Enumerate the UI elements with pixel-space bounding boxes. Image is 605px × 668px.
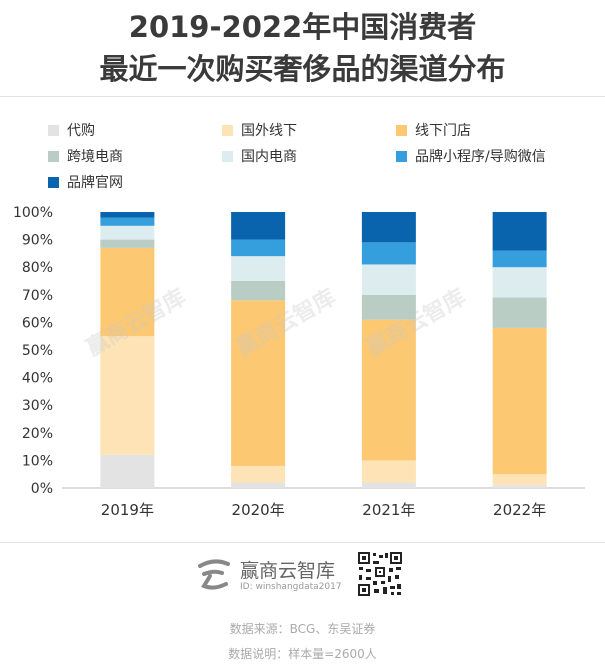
bar-segment (231, 212, 286, 240)
legend-swatch (222, 150, 233, 162)
legend-item: 线下门店 (396, 120, 471, 140)
legend-item: 国外线下 (222, 120, 297, 140)
bar-segment (492, 212, 547, 251)
title-divider (0, 96, 605, 97)
bar-segment (492, 250, 547, 268)
legend-label: 品牌官网 (67, 175, 123, 191)
footer-divider (0, 542, 605, 543)
data-source: 数据来源：BCG、东吴证券 (229, 622, 376, 636)
chart-title-line2: 最近一次购买奢侈品的渠道分布 (99, 52, 506, 86)
bar-segment (361, 460, 416, 483)
legend-swatch (396, 124, 407, 136)
y-tick-label: 0% (31, 481, 53, 497)
legend-item: 国内电商 (222, 146, 297, 166)
y-tick-label: 30% (22, 398, 53, 414)
brand-id: ID: winshangdata2017 (240, 582, 342, 592)
x-tick-label: 2021年 (362, 501, 415, 519)
legend-item: 品牌小程序/导购微信 (396, 146, 546, 166)
legend-label: 线下门店 (415, 123, 471, 139)
bar-segment (231, 239, 286, 257)
bar-segment (231, 482, 286, 488)
bar-segment (231, 281, 286, 301)
bar-segment (361, 482, 416, 488)
data-note: 数据说明：样本量=2600人 (228, 647, 377, 661)
y-tick-label: 90% (22, 233, 53, 249)
x-tick-label: 2020年 (232, 501, 285, 519)
y-tick-label: 50% (22, 343, 53, 359)
bar-segment (231, 300, 286, 466)
chart-title-line1: 2019-2022年中国消费者 (128, 10, 477, 44)
legend-swatch (48, 124, 59, 136)
bar-segment (100, 225, 155, 240)
y-tick-label: 10% (22, 453, 53, 469)
y-tick-label: 60% (22, 315, 53, 331)
brand-name: 赢商云智库 (240, 560, 336, 582)
legend-swatch (48, 176, 59, 188)
legend-label: 品牌小程序/导购微信 (415, 149, 546, 165)
bar-segment (492, 474, 547, 486)
bar-segment (231, 465, 286, 483)
brand-logo-icon (198, 559, 230, 590)
chart-title: 2019-2022年中国消费者 最近一次购买奢侈品的渠道分布 (0, 6, 605, 90)
bar-segment (361, 212, 416, 243)
legend-item: 跨境电商 (48, 146, 123, 166)
qr-code-icon (357, 551, 403, 597)
legend-item: 品牌官网 (48, 172, 123, 192)
bar-segment (100, 336, 155, 455)
x-tick-label: 2019年 (101, 501, 154, 519)
legend-label: 国内电商 (241, 149, 297, 165)
legend-label: 跨境电商 (67, 149, 123, 165)
bar-segment (492, 297, 547, 328)
bar-segment (100, 239, 155, 248)
y-tick-label: 100% (13, 205, 53, 221)
legend-swatch (222, 124, 233, 136)
legend-label: 国外线下 (241, 123, 297, 139)
bar-segment (492, 485, 547, 488)
y-tick-label: 70% (22, 288, 53, 304)
legend-label: 代购 (67, 123, 95, 139)
x-tick-label: 2022年 (493, 501, 546, 519)
bar-segment (361, 319, 416, 461)
bar-segment (361, 294, 416, 320)
bar-segment (492, 267, 547, 298)
bar-segment (100, 217, 155, 226)
bar-segment (100, 454, 155, 488)
bar-segment (361, 264, 416, 295)
bar-segment (361, 242, 416, 265)
legend-swatch (48, 150, 59, 162)
y-tick-label: 40% (22, 371, 53, 387)
legend-item: 代购 (48, 120, 95, 140)
bar-segment (231, 256, 286, 281)
stacked-bar-chart: 0% 10% 20% 30% 40% 50% 60% 70% 80% 90% 100% 2019年 20… (13, 205, 585, 519)
y-tick-label: 20% (22, 426, 53, 442)
y-tick-label: 80% (22, 260, 53, 276)
bar-segment (492, 327, 547, 475)
legend-swatch (396, 150, 407, 162)
bar-segment (100, 247, 155, 337)
bar-segment (100, 212, 155, 218)
